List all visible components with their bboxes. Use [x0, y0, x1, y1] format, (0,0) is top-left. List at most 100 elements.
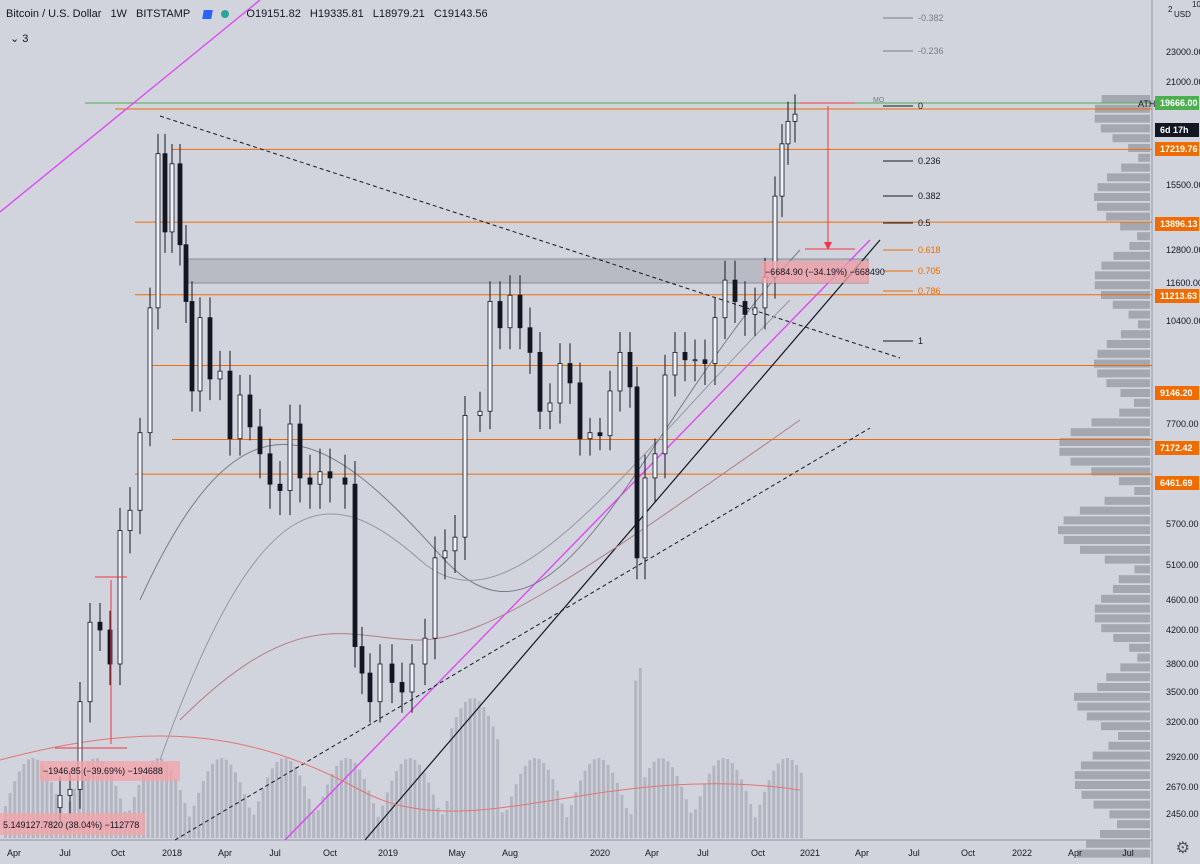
moving-average-2: [159, 299, 791, 761]
candle-body: [792, 113, 798, 122]
volume-bar: [114, 785, 118, 838]
volume-bar: [385, 792, 389, 838]
volume-profile-bar: [1101, 722, 1150, 731]
interval-label[interactable]: 1W: [110, 8, 127, 20]
volume-bar: [454, 717, 458, 838]
candle-body: [287, 423, 293, 491]
volume-bar: [362, 778, 366, 838]
volume-bar: [652, 761, 656, 838]
volume-bar: [436, 807, 440, 838]
volume-bar: [799, 772, 803, 838]
currency-label: USD: [1174, 10, 1191, 19]
volume-profile-bar: [1106, 340, 1150, 348]
candle-body: [169, 163, 175, 233]
volume-bar: [243, 794, 247, 838]
candle-body: [367, 672, 373, 703]
volume-bar: [767, 780, 771, 838]
symbol-name[interactable]: Bitcoin / U.S. Dollar: [6, 8, 102, 20]
volume-bar: [795, 765, 799, 838]
volume-bar: [266, 777, 270, 838]
volume-bar: [546, 769, 550, 838]
candle-body: [257, 426, 263, 455]
volume-bar: [753, 817, 757, 838]
volume-bar: [312, 812, 316, 838]
candle-body: [587, 432, 593, 440]
candle-body: [634, 386, 640, 559]
price-tag: [1155, 441, 1199, 455]
volume-bar: [339, 760, 343, 838]
close-value: C19143.56: [433, 8, 488, 20]
volume-bar: [615, 782, 619, 838]
candle-body: [207, 317, 213, 380]
volume-bar: [477, 701, 481, 838]
time-axis-label: Apr: [7, 848, 21, 858]
volume-bar: [165, 762, 168, 838]
volume-profile-bar: [1092, 751, 1150, 760]
volume-bar: [556, 790, 559, 838]
volume-bar: [482, 707, 486, 838]
price-tag-label: 9146.20: [1160, 388, 1193, 398]
candle-body: [785, 120, 791, 145]
gear-icon[interactable]: ⚙: [1175, 840, 1190, 857]
volume-bar: [730, 763, 734, 838]
volume-bar: [307, 798, 311, 838]
volume-bar: [537, 758, 541, 838]
candle-body: [197, 317, 203, 392]
volume-bar: [574, 792, 578, 838]
exchange-label: BITSTAMP: [136, 8, 191, 20]
volume-bar: [326, 784, 329, 838]
high-value: H19335.81: [309, 8, 364, 20]
volume-profile-bar: [1097, 349, 1150, 358]
flag-icon[interactable]: [202, 9, 214, 19]
resistance-zone: [187, 258, 869, 284]
volume-profile-bar: [1058, 526, 1150, 535]
time-axis-label: Aug: [502, 848, 518, 858]
trend-line-black: [364, 239, 881, 841]
volume-profile-bar: [1109, 810, 1150, 819]
price-axis-label: 4200.00: [1166, 625, 1199, 635]
ath-label: ATH: [1138, 99, 1155, 109]
time-axis-label: Oct: [323, 848, 338, 858]
volume-profile-bar: [1113, 634, 1150, 642]
volume-profile-bar: [1077, 702, 1150, 711]
volume-profile-bar: [1081, 790, 1150, 799]
volume-bar: [224, 759, 228, 838]
candle-body: [389, 663, 395, 683]
volume-bar: [31, 758, 35, 838]
volume-bar: [82, 768, 86, 838]
volume-profile-bar: [1128, 144, 1150, 152]
fib-level-label: 0.5: [918, 218, 931, 228]
volume-bar: [629, 814, 633, 838]
volume-profile-bar: [1086, 839, 1150, 848]
mo-label: MO: [873, 97, 885, 104]
volume-bar: [721, 758, 725, 838]
volume-profile-bar: [1101, 261, 1150, 270]
price-tag: [1155, 386, 1199, 400]
volume-profile-bar: [1091, 418, 1150, 427]
volume-bar: [468, 698, 472, 838]
volume-profile-bar: [1074, 781, 1150, 789]
volume-bar: [321, 796, 325, 838]
volume-bar: [91, 758, 95, 838]
candle-body: [462, 415, 468, 538]
price-axis-label: 12800.00: [1166, 245, 1200, 255]
time-axis-label: 2018: [162, 848, 182, 858]
volume-bar: [657, 758, 661, 838]
volume-bar: [109, 775, 113, 838]
volume-bar: [726, 758, 730, 838]
volume-bar: [611, 772, 615, 838]
candle-body: [237, 394, 243, 440]
volume-bar: [284, 758, 288, 838]
time-axis-label: Apr: [855, 848, 869, 858]
candle-body: [527, 327, 533, 353]
volume-bar: [169, 769, 173, 838]
volume-bar: [137, 784, 141, 838]
price-axis-label: 11600.00: [1166, 278, 1200, 288]
volume-profile-bar: [1074, 692, 1150, 701]
candle-body: [327, 471, 333, 479]
indicators-toggle[interactable]: ⌄ 3: [10, 32, 28, 45]
trend-line-magenta-upper: [0, 0, 261, 213]
candle-body: [67, 788, 73, 796]
